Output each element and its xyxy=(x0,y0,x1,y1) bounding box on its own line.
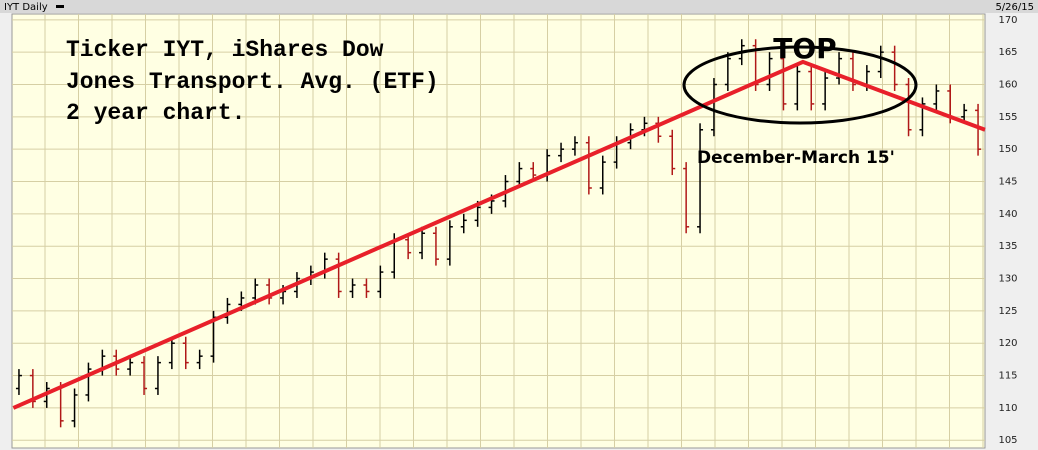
y-tick-label: 140 xyxy=(998,209,1017,220)
y-tick-label: 160 xyxy=(998,80,1017,91)
annotation: 2 year chart. xyxy=(66,100,245,126)
y-tick-label: 115 xyxy=(998,371,1017,382)
y-tick-label: 150 xyxy=(998,144,1017,155)
y-tick-label: 125 xyxy=(998,306,1017,317)
annotation: Jones Transport. Avg. (ETF) xyxy=(66,69,439,95)
y-tick-label: 170 xyxy=(998,15,1017,26)
trendline xyxy=(12,59,986,410)
header-left: IYT Daily xyxy=(4,2,48,13)
y-tick-label: 155 xyxy=(998,112,1017,123)
period-label: December-March 15' xyxy=(697,148,895,168)
y-tick-label: 110 xyxy=(998,403,1017,414)
y-tick-label: 130 xyxy=(998,274,1017,285)
overlay xyxy=(12,59,986,410)
grid xyxy=(12,14,985,448)
annotation: Ticker IYT, iShares Dow xyxy=(66,37,384,63)
y-tick-label: 145 xyxy=(998,177,1017,188)
top-ellipse xyxy=(682,45,918,125)
y-tick-label: 165 xyxy=(998,47,1017,58)
header-icon xyxy=(56,5,64,8)
header-right: 5/26/15 xyxy=(995,2,1034,13)
top-label: TOP xyxy=(773,32,836,65)
bars xyxy=(15,39,982,428)
y-tick-label: 120 xyxy=(998,338,1017,349)
y-tick-label: 135 xyxy=(998,241,1017,252)
header-bar xyxy=(0,0,1038,13)
y-tick-label: 105 xyxy=(998,435,1017,446)
